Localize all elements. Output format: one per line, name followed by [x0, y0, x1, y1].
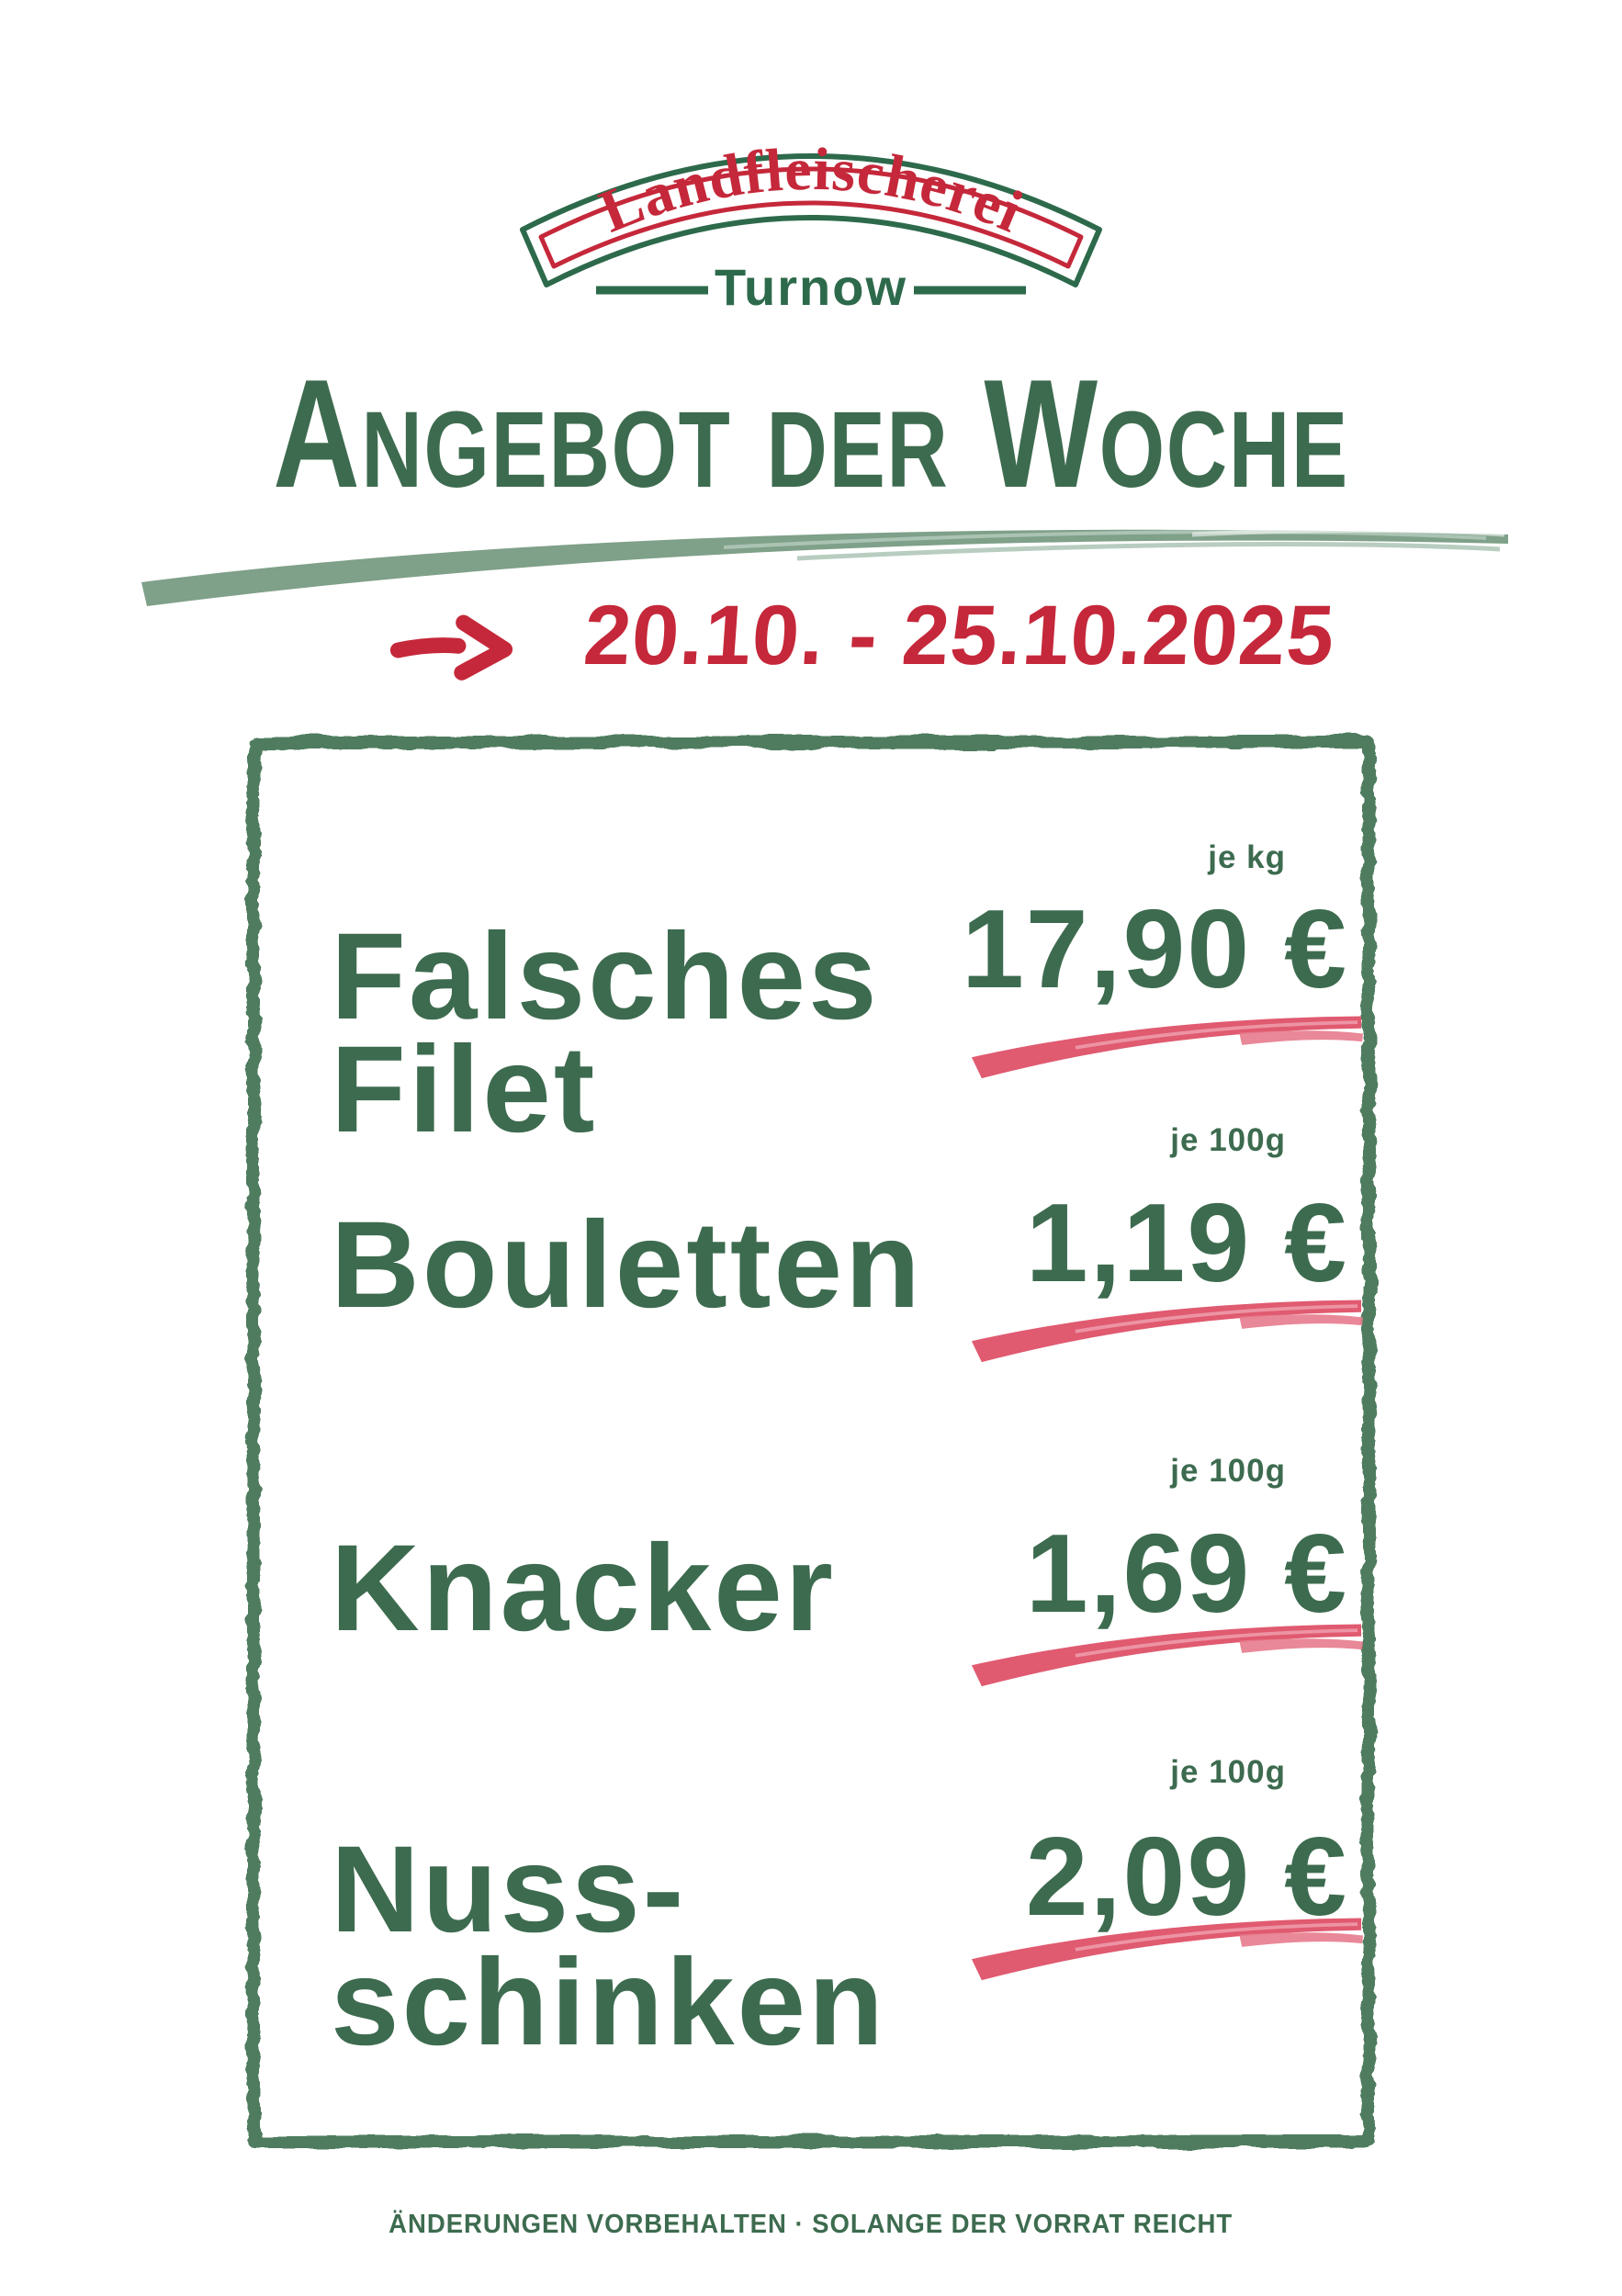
product-name: Knacker — [331, 1527, 836, 1650]
green-brush-underline-icon — [141, 528, 1508, 606]
price-underline-icon — [969, 1014, 1366, 1080]
product-name-line: schinken — [331, 1934, 886, 2072]
product-name-line: Bouletten — [331, 1197, 923, 1334]
product-price: 1,19 € — [1025, 1180, 1348, 1305]
product-name-line: Falsches — [331, 908, 880, 1045]
price-underline-icon — [969, 1298, 1366, 1364]
unit-label: je kg — [1208, 839, 1286, 875]
landfleischerei-turnow-logo: Landfleischerei Turnow — [520, 136, 1102, 312]
logo-banner-inner-line — [538, 166, 1084, 269]
logo-location-text: Turnow — [715, 258, 907, 312]
unit-label: je 100g — [1170, 1754, 1286, 1790]
product-name: Falsches Filet — [331, 916, 880, 1152]
offer-box-frame — [247, 736, 1375, 2148]
product-name-line: Nuss- — [331, 1821, 687, 1958]
right-arrow-icon — [389, 614, 513, 681]
offer-period-row: 20.10. - 25.10.2025 — [0, 589, 1622, 691]
product-price: 2,09 € — [1025, 1814, 1348, 1939]
unit-label: je 100g — [1170, 1453, 1286, 1489]
price-underline-icon — [969, 1916, 1366, 1982]
product-name: Nuss- schinken — [331, 1829, 886, 2065]
price-underline-icon — [969, 1622, 1366, 1688]
offer-date-range: 20.10. - 25.10.2025 — [580, 589, 1338, 682]
product-name: Bouletten — [331, 1204, 923, 1327]
product-name-line: Filet — [331, 1021, 598, 1159]
product-price: 17,90 € — [961, 886, 1348, 1011]
footer-disclaimer: ÄNDERUNGEN VORBEHALTEN · SOLANGE DER VOR… — [0, 2210, 1622, 2240]
product-name-line: Knacker — [331, 1520, 836, 1657]
logo-brand-text: Landfleischerei — [591, 136, 1032, 246]
page-title: Angebot der Woche — [273, 347, 1349, 520]
product-price: 1,69 € — [1025, 1511, 1348, 1636]
unit-label: je 100g — [1170, 1122, 1286, 1158]
footer-disclaimer-text: ÄNDERUNGEN VORBEHALTEN · SOLANGE DER VOR… — [389, 2210, 1233, 2239]
